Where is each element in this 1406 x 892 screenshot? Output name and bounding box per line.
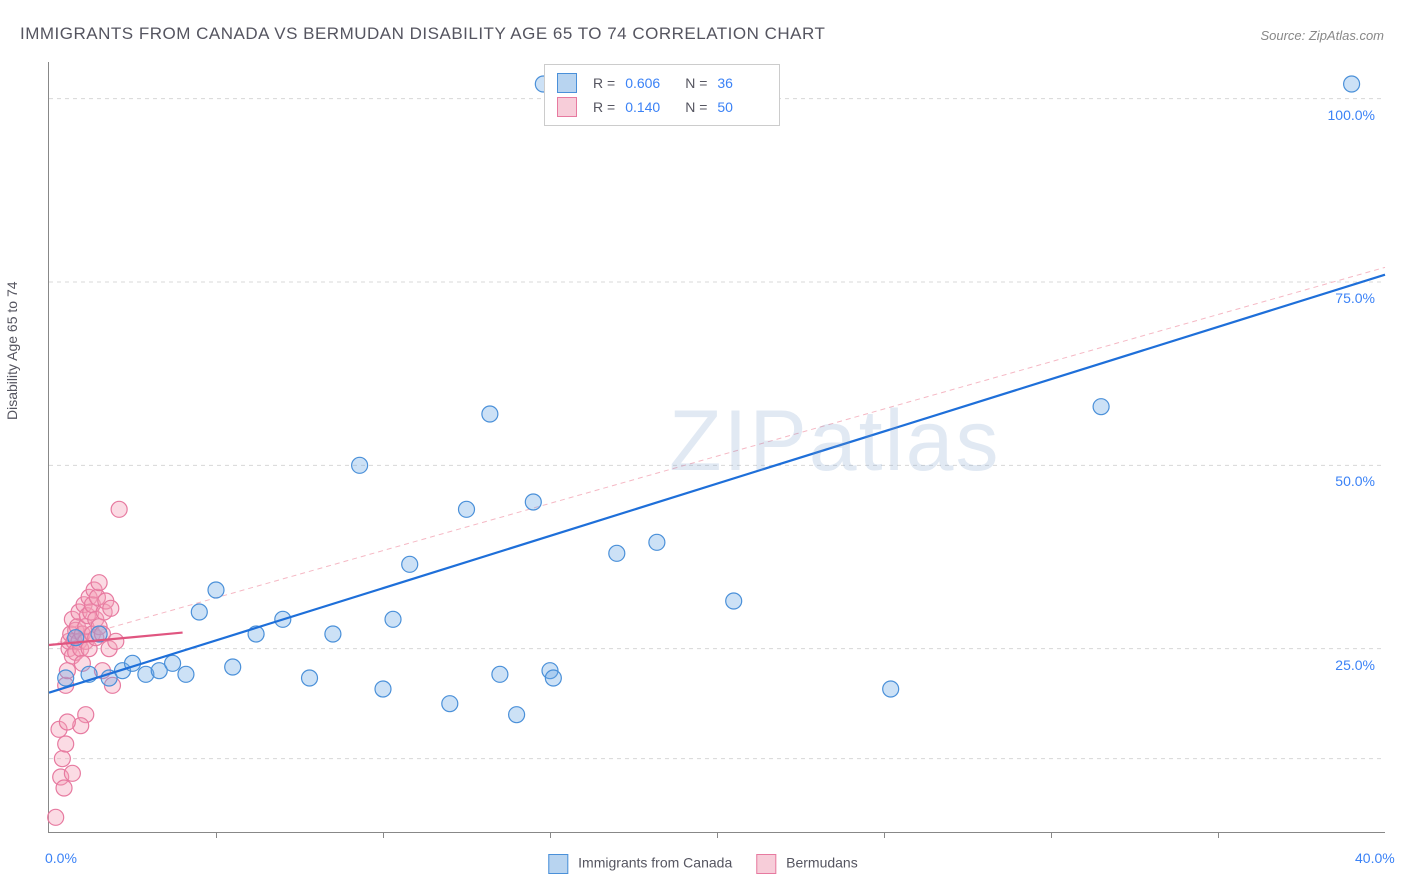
legend-label-bermuda: Bermudans <box>786 855 858 871</box>
source-attribution: Source: ZipAtlas.com <box>1260 28 1384 43</box>
n-value-bermuda: 50 <box>717 95 767 119</box>
swatch-canada <box>548 854 568 874</box>
y-tick-label: 25.0% <box>1335 657 1375 673</box>
plot-area: ZIPatlas R = 0.606 N = 36 R = 0.140 N = … <box>48 62 1385 833</box>
y-tick-label: 100.0% <box>1328 107 1375 123</box>
legend-item-bermuda: Bermudans <box>756 854 857 874</box>
r-value-canada: 0.606 <box>625 71 675 95</box>
legend-row-canada: R = 0.606 N = 36 <box>557 71 767 95</box>
legend-row-bermuda: R = 0.140 N = 50 <box>557 95 767 119</box>
swatch-canada <box>557 73 577 93</box>
n-value-canada: 36 <box>717 71 767 95</box>
legend-item-canada: Immigrants from Canada <box>548 854 732 874</box>
x-tick-label: 40.0% <box>1355 850 1395 866</box>
n-label: N = <box>685 95 707 119</box>
swatch-bermuda <box>557 97 577 117</box>
legend-label-canada: Immigrants from Canada <box>578 855 732 871</box>
r-label: R = <box>593 71 615 95</box>
n-label: N = <box>685 71 707 95</box>
series-legend: Immigrants from Canada Bermudans <box>548 854 857 874</box>
x-tick-label: 0.0% <box>45 850 77 866</box>
chart-title: IMMIGRANTS FROM CANADA VS BERMUDAN DISAB… <box>20 24 825 44</box>
r-label: R = <box>593 95 615 119</box>
y-tick-label: 75.0% <box>1335 290 1375 306</box>
swatch-bermuda <box>756 854 776 874</box>
chart-svg <box>49 62 1385 832</box>
y-tick-label: 50.0% <box>1335 473 1375 489</box>
correlation-legend: R = 0.606 N = 36 R = 0.140 N = 50 <box>544 64 780 126</box>
y-axis-label: Disability Age 65 to 74 <box>4 281 20 420</box>
r-value-bermuda: 0.140 <box>625 95 675 119</box>
